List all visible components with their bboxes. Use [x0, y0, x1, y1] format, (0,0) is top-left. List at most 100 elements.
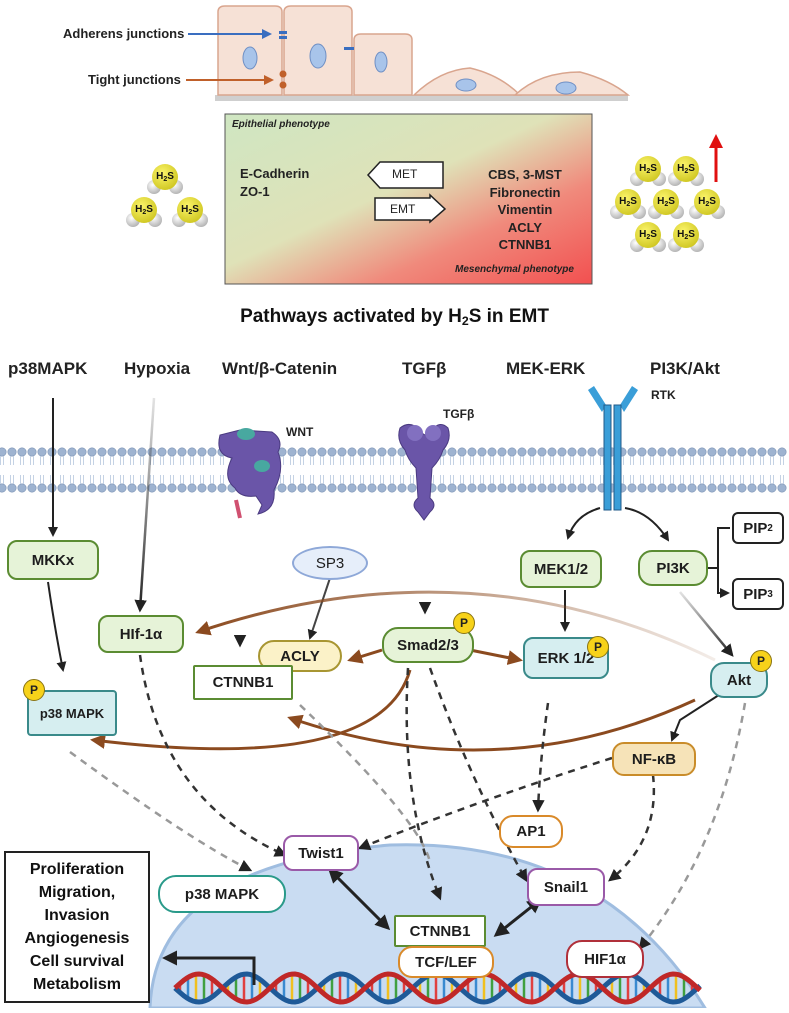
title-prefix: Pathways activated by H: [240, 306, 462, 327]
figure-title: Pathways activated by H2S in EMT: [0, 306, 789, 328]
lipid-head: [767, 483, 777, 493]
emt-arrow: [374, 193, 447, 224]
rtk-chain-right: [613, 404, 622, 511]
lipid-head: [377, 483, 387, 493]
h2s-label: H2S: [677, 163, 695, 175]
adherens-junction-mark-3: [344, 47, 354, 50]
dashed-nfkb-to-snail: [608, 774, 656, 882]
lipid-head: [537, 447, 547, 457]
lipid-head: [437, 483, 447, 493]
adherens-junction-mark-2: [279, 36, 287, 39]
dna-helix: [173, 971, 702, 1005]
lipid-head: [77, 483, 87, 493]
pip2-subscript: 2: [767, 522, 773, 534]
lipid-head: [397, 483, 407, 493]
lipid-head: [387, 447, 397, 457]
lipid-head: [87, 447, 97, 457]
node-nfkb: NF-κB: [612, 742, 696, 776]
lipid-head: [197, 447, 207, 457]
lipid-head: [527, 483, 537, 493]
cell-membrane: [0, 447, 787, 493]
h2s-label: H2S: [181, 204, 199, 216]
lipid-head: [17, 447, 27, 457]
lipid-head: [717, 447, 727, 457]
lipid-head: [27, 447, 37, 457]
epithelial-markers: E-Cadherin ZO-1: [240, 165, 309, 201]
lipid-head: [27, 483, 37, 493]
h2s-label: H2S: [639, 163, 657, 175]
lipid-head: [587, 447, 597, 457]
erk-phospho-badge: P: [587, 636, 609, 658]
lipid-head: [117, 483, 127, 493]
tgfb-ligand-2: [425, 425, 441, 441]
lipid-head: [297, 447, 307, 457]
h2s-label: H2S: [677, 229, 695, 241]
lipid-head: [647, 483, 657, 493]
arrow-rtk-to-pi3k: [624, 507, 670, 542]
h2s-sulfur: H2S: [152, 164, 178, 190]
dashed-hif-to-twist: [138, 654, 288, 857]
marker-fibronectin: Fibronectin: [489, 184, 561, 200]
lipid-head: [677, 447, 687, 457]
dashed-smad-to-ctnnb1nuc: [405, 667, 443, 901]
lipid-head: [757, 483, 767, 493]
lipid-head: [447, 483, 457, 493]
h2s-molecule: H2S: [668, 156, 704, 190]
mesenchymal-phenotype-label: Mesenchymal phenotype: [455, 264, 574, 275]
lipid-head: [17, 483, 27, 493]
tgfb-ligand-1: [407, 425, 423, 441]
lipid-head: [307, 483, 317, 493]
wnt-ligand-2: [254, 460, 270, 472]
h2s-molecule: H2S: [630, 222, 666, 256]
lipid-head: [587, 483, 597, 493]
tgfb-label: TGFβ: [443, 407, 475, 421]
h2s-molecule: H2S: [610, 189, 646, 223]
node-pip2: PIP 2: [732, 512, 784, 544]
emt-label: EMT: [390, 202, 416, 216]
lipid-head: [447, 447, 457, 457]
lipid-head: [547, 447, 557, 457]
lipid-head: [677, 483, 687, 493]
h2s-label: H2S: [156, 171, 174, 183]
pathway-mek-erk: MEK-ERK: [506, 359, 586, 378]
node-pi3k: PI3K: [638, 550, 708, 586]
lipid-head: [127, 483, 137, 493]
h2s-molecule: H2S: [147, 164, 183, 198]
lipid-head: [127, 447, 137, 457]
node-mek: MEK1/2: [520, 550, 602, 588]
lipid-head: [477, 447, 487, 457]
lipid-head: [137, 483, 147, 493]
mesenchymal-markers: CBS, 3-MST Fibronectin Vimentin ACLY CTN…: [470, 166, 580, 254]
lipid-head: [67, 483, 77, 493]
lipid-head: [57, 483, 67, 493]
node-p38-nuc: p38 MAPK: [158, 875, 286, 913]
h2s-molecule: H2S: [630, 156, 666, 190]
h2s-molecule: H2S: [172, 197, 208, 231]
marker-vimentin: Vimentin: [497, 202, 553, 217]
lipid-head: [67, 447, 77, 457]
h2s-label: H2S: [619, 196, 637, 208]
lipid-head: [337, 447, 347, 457]
arrow-akt-to-ctnnb1: [287, 698, 696, 752]
pip3-text: PIP: [743, 585, 768, 603]
lipid-head: [7, 447, 17, 457]
lipid-head: [567, 447, 577, 457]
lipid-head: [287, 483, 297, 493]
lipid-head: [277, 483, 287, 493]
rtk-receptor: [588, 386, 638, 511]
h2s-label: H2S: [698, 196, 716, 208]
lipid-head: [137, 447, 147, 457]
lipid-head: [497, 447, 507, 457]
node-ctnnb1-nuc: CTNNB1: [394, 915, 486, 947]
lipid-head: [637, 483, 647, 493]
lipid-head: [747, 483, 757, 493]
lipid-head: [377, 447, 387, 457]
lipid-head: [37, 483, 47, 493]
nucleus-small-2: [309, 43, 327, 69]
lipid-head: [687, 447, 697, 457]
dna-strand-red: [173, 971, 702, 1005]
lipid-head: [367, 447, 377, 457]
lipid-head: [167, 447, 177, 457]
outcome-proliferation: Proliferation: [29, 861, 125, 878]
wnt-tail: [234, 499, 242, 519]
